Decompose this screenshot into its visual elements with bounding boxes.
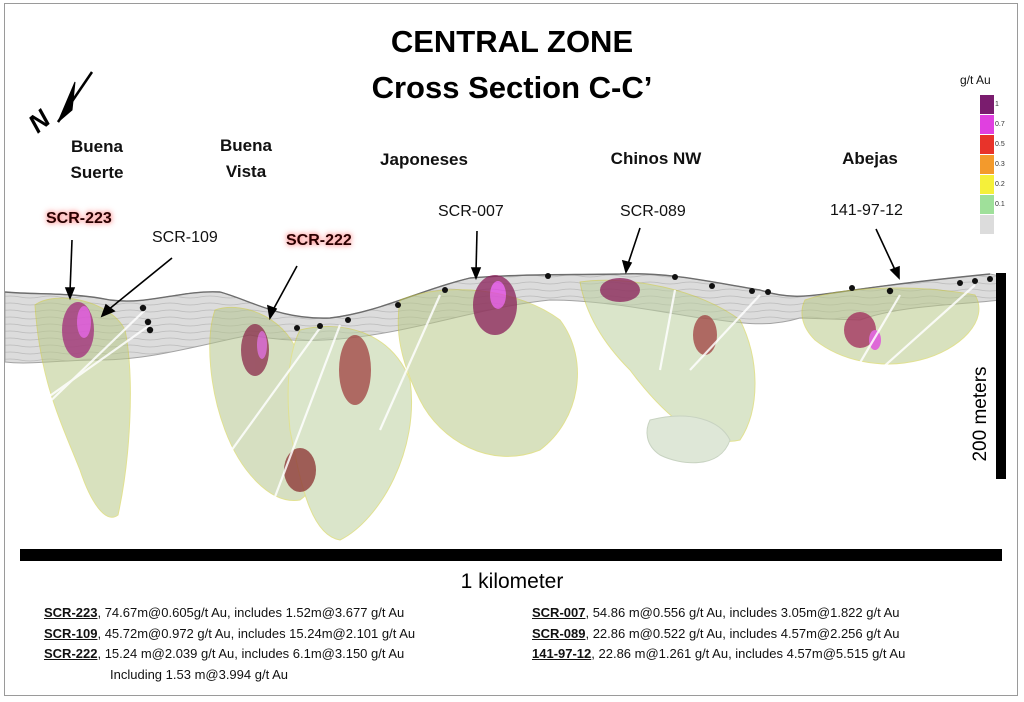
ore-shells xyxy=(34,279,980,541)
arrowhead xyxy=(100,303,116,318)
pointer-141-97-12 xyxy=(875,228,897,273)
legend-label: 0.1 xyxy=(995,201,1005,208)
drill-trace xyxy=(658,289,677,371)
result-row: SCR-007, 54.86 m@0.556 g/t Au, includes … xyxy=(532,605,900,620)
legend-swatch xyxy=(980,115,994,134)
collar xyxy=(849,285,855,291)
collar xyxy=(146,326,154,334)
legend-label: 0.2 xyxy=(995,181,1005,188)
high-grade-cores xyxy=(62,275,881,492)
ore-shell xyxy=(209,306,317,501)
drill-traces xyxy=(9,284,976,546)
collars xyxy=(139,273,993,334)
arrowhead xyxy=(621,259,633,275)
hole-label-scr-223: SCR-223 xyxy=(46,210,112,227)
hole-label-scr-089: SCR-089 xyxy=(620,203,686,220)
zone-label-japoneses: Japoneses xyxy=(380,150,468,169)
drill-trace xyxy=(268,324,342,511)
high-grade-core xyxy=(869,330,881,350)
drill-trace xyxy=(29,324,151,411)
collar xyxy=(672,274,678,280)
drill-trace xyxy=(209,327,321,481)
high-grade-core xyxy=(284,448,316,492)
collar xyxy=(294,325,300,331)
zone-label-chinos-nw: Chinos NW xyxy=(610,149,702,168)
legend-swatch xyxy=(980,175,994,194)
figure-title: CENTRAL ZONE xyxy=(390,24,634,59)
result-row: SCR-223, 74.67m@0.605g/t Au, includes 1.… xyxy=(44,605,405,620)
collar xyxy=(957,280,963,286)
hole-pointers xyxy=(64,227,900,321)
legend-label: 0.3 xyxy=(995,161,1005,168)
legend-label: 1 xyxy=(995,101,999,108)
legend-swatch xyxy=(980,95,994,114)
legend-label: 0.7 xyxy=(995,121,1005,128)
pointer-scr-089 xyxy=(627,227,641,265)
result-row: SCR-089, 22.86 m@0.522 g/t Au, includes … xyxy=(532,626,900,641)
result-row: SCR-109, 45.72m@0.972 g/t Au, includes 1… xyxy=(44,626,416,641)
ore-shell xyxy=(646,415,731,464)
scale-vertical-label: 200 meters xyxy=(970,366,991,462)
arrowhead xyxy=(266,304,278,321)
collar xyxy=(345,317,351,323)
arrowhead xyxy=(64,287,76,301)
topography-line xyxy=(4,273,991,319)
zone-label-abejas: Abejas xyxy=(842,149,898,168)
high-grade-core xyxy=(490,281,506,309)
drill-trace xyxy=(834,294,901,406)
legend-swatch xyxy=(980,195,994,214)
drill-trace xyxy=(689,294,761,371)
hole-label-scr-109: SCR-109 xyxy=(152,229,218,246)
hole-label-scr-222: SCR-222 xyxy=(286,232,352,249)
high-grade-core xyxy=(693,315,717,355)
result-row: 141-97-12, 22.86 m@1.261 g/t Au, include… xyxy=(532,646,906,661)
drill-trace xyxy=(9,309,146,441)
legend-swatch xyxy=(980,215,994,234)
high-grade-core xyxy=(257,331,267,359)
arrowhead xyxy=(889,265,900,280)
result-row: SCR-222, 15.24 m@2.039 g/t Au, includes … xyxy=(44,646,405,661)
hole-label-scr-007: SCR-007 xyxy=(438,203,504,220)
zone-label-buena-suerte: Buena Suerte xyxy=(70,137,124,182)
collar xyxy=(317,323,323,329)
collar xyxy=(442,287,448,293)
collar xyxy=(765,289,771,295)
scale-bar-vertical xyxy=(996,273,1006,479)
result-row-continuation: Including 1.53 m@3.994 g/t Au xyxy=(110,667,288,682)
collar xyxy=(139,304,147,312)
arrowhead xyxy=(470,267,482,281)
figure-subtitle: Cross Section C-C’ xyxy=(371,70,653,105)
scale-bar-horizontal xyxy=(20,549,1002,561)
collar xyxy=(749,288,755,294)
legend-title: g/t Au xyxy=(960,73,991,87)
drill-trace xyxy=(474,389,601,546)
high-grade-core xyxy=(77,306,91,338)
legend-label: 0.5 xyxy=(995,141,1005,148)
hole-label-141-97-12: 141-97-12 xyxy=(830,202,903,219)
collar xyxy=(709,283,715,289)
legend-swatch xyxy=(980,155,994,174)
pointer-scr-222 xyxy=(272,265,298,311)
pointer-scr-007 xyxy=(475,230,478,273)
collar xyxy=(987,276,993,282)
high-grade-core xyxy=(339,335,371,405)
high-grade-core xyxy=(844,312,876,348)
collar xyxy=(545,273,551,279)
collar xyxy=(144,318,152,326)
collar xyxy=(972,278,978,284)
drill-trace xyxy=(378,294,442,431)
legend-swatch xyxy=(980,135,994,154)
collar xyxy=(395,302,401,308)
collar xyxy=(886,287,894,295)
north-arrow-icon xyxy=(56,71,94,123)
ore-shell xyxy=(801,287,980,365)
high-grade-core xyxy=(600,278,640,302)
zone-label-buena-vista: Buena Vista xyxy=(220,136,272,181)
drill-trace xyxy=(879,284,976,371)
pointer-scr-109 xyxy=(107,257,173,311)
pointer-scr-223 xyxy=(69,239,73,293)
scale-horizontal-label: 1 kilometer xyxy=(460,570,564,593)
